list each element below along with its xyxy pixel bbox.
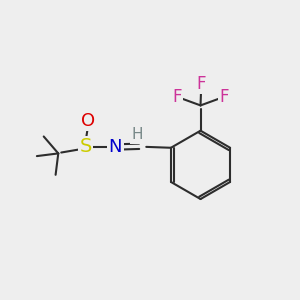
Text: F: F [219, 88, 229, 106]
Text: N: N [109, 138, 122, 156]
Text: H: H [132, 128, 143, 142]
Text: F: F [196, 75, 206, 93]
Text: O: O [81, 112, 95, 130]
Text: F: F [172, 88, 182, 106]
Text: S: S [80, 137, 92, 156]
